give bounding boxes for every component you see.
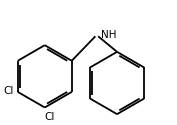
Text: NH: NH: [101, 30, 117, 40]
Text: Cl: Cl: [45, 112, 55, 122]
Text: Cl: Cl: [3, 86, 13, 96]
